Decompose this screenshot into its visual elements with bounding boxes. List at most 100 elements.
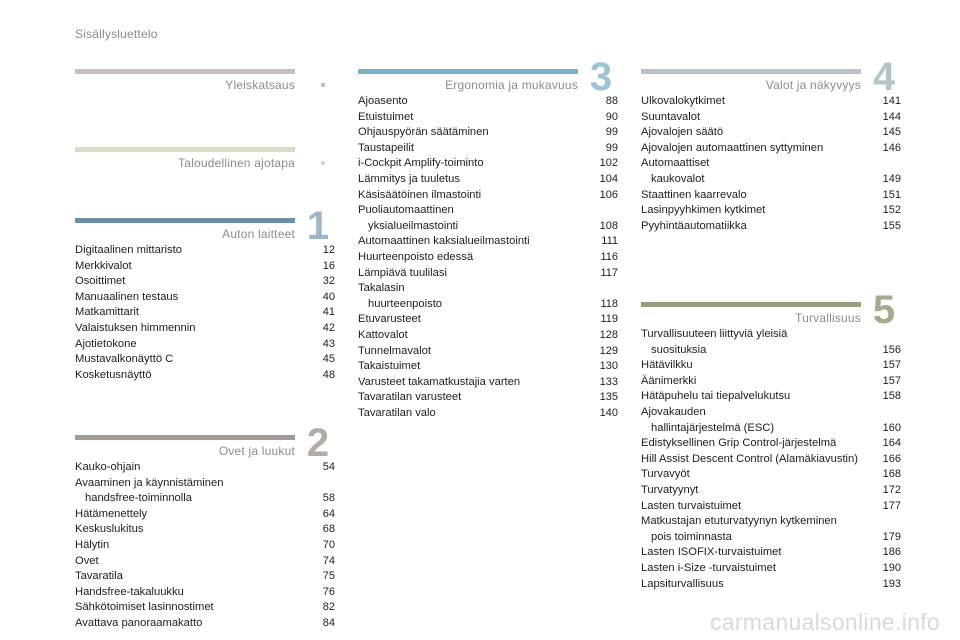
toc-page-number: 157 bbox=[882, 359, 901, 372]
toc-entry-label: Ajotietokone bbox=[75, 337, 137, 350]
toc-entry-label: Lasten turvaistuimet bbox=[641, 499, 742, 512]
toc-page-number: 144 bbox=[882, 110, 901, 123]
toc-entry[interactable]: Turvatyynyt 172 bbox=[641, 483, 901, 499]
toc-entry[interactable]: Automaattinen kaksialueilmastointi 111 bbox=[358, 234, 618, 250]
toc-entry-label: Ohjauspyörän säätäminen bbox=[358, 126, 489, 139]
toc-entry[interactable]: Lämpiävä tuulilasi 117 bbox=[358, 266, 618, 282]
toc-entry-label: Kauko-ohjain bbox=[75, 461, 141, 473]
toc-entry[interactable]: Hill Assist Descent Control (Alamäkiavus… bbox=[641, 452, 901, 468]
toc-entry[interactable]: Puoliautomaattinen yksialueilmastointi 108 bbox=[358, 203, 618, 234]
toc-entry[interactable]: Lapsiturvallisuus 193 bbox=[641, 577, 901, 593]
toc-entry[interactable]: Käsisäätöinen ilmastointi 106 bbox=[358, 188, 618, 204]
toc-entry-label-continued: pois toiminnasta bbox=[651, 530, 732, 543]
toc-entry[interactable]: Lasten turvaistuimet 177 bbox=[641, 499, 901, 515]
section-divider-bar bbox=[75, 147, 295, 152]
toc-entry-label: Hätäpuhelu tai tiepalvelukutsu bbox=[641, 390, 791, 403]
toc-page-number: 155 bbox=[882, 219, 901, 232]
toc-entry[interactable]: Edistyksellinen Grip Control-järjestelmä… bbox=[641, 436, 901, 452]
section-title: Ovet ja luukut bbox=[218, 444, 295, 458]
toc-entry[interactable]: Takalasin huurteenpoisto 118 bbox=[358, 281, 618, 312]
toc-entry[interactable]: Avaaminen ja käynnistäminen handsfree-toi… bbox=[75, 476, 335, 507]
toc-entry-label: Kosketusnäyttö bbox=[75, 368, 152, 381]
toc-entry-label: Taustapeilit bbox=[358, 141, 414, 154]
section-taloudellinen-ajotapa: Taloudellinen ajotapa bbox=[75, 147, 335, 170]
toc-entry[interactable]: Pyyhintäautomatiikka 155 bbox=[641, 219, 901, 235]
toc-entry-label: Mustavalkonäyttö C bbox=[75, 353, 174, 366]
toc-entry-label: Valaistuksen himmennin bbox=[75, 321, 196, 334]
toc-entry[interactable]: Handsfree-takaluukku 76 bbox=[75, 585, 335, 601]
toc-entry[interactable]: Merkkivalot 16 bbox=[75, 259, 335, 275]
toc-entry[interactable]: Tavaratilan varusteet 135 bbox=[358, 390, 618, 406]
toc-entry-label: Tavaratila bbox=[75, 570, 123, 583]
toc-entry[interactable]: Ulkovalokytkimet 141 bbox=[641, 94, 901, 110]
toc-entry[interactable]: Sähkötoimiset lasinnostimet 82 bbox=[75, 600, 335, 616]
toc-page-number: 129 bbox=[599, 344, 618, 357]
toc-entry[interactable]: Turvallisuuteen liittyviä yleisiä suositu… bbox=[641, 327, 901, 358]
toc-entry[interactable]: Suuntavalot 144 bbox=[641, 110, 901, 126]
toc-entry[interactable]: Kosketusnäyttö 48 bbox=[75, 368, 335, 384]
toc-entry[interactable]: Tavaratilan valo 140 bbox=[358, 406, 618, 422]
toc-entry[interactable]: Äänimerkki 157 bbox=[641, 374, 901, 390]
toc-entry[interactable]: Keskuslukitus 68 bbox=[75, 522, 335, 538]
toc-entry[interactable]: Lasinpyyhkimen kytkimet 152 bbox=[641, 203, 901, 219]
toc-entry[interactable]: Hätämenettely 64 bbox=[75, 507, 335, 523]
toc-entry[interactable]: Etuistuimet 90 bbox=[358, 110, 618, 126]
toc-page-number: 193 bbox=[882, 577, 901, 590]
section-ovet-ja-luukut: Ovet ja luukut 2 Kauko-ohjain 54 Avaaminen j… bbox=[75, 423, 335, 629]
toc-entry[interactable]: Matkamittarit 41 bbox=[75, 305, 335, 321]
toc-entry[interactable]: Staattinen kaarrevalo 151 bbox=[641, 188, 901, 204]
toc-entry[interactable]: Takaistuimet 130 bbox=[358, 359, 618, 375]
toc-entry[interactable]: Taustapeilit 99 bbox=[358, 141, 618, 157]
toc-entry[interactable]: Osoittimet 32 bbox=[75, 274, 335, 290]
toc-entry[interactable]: Ajovalojen säätö 145 bbox=[641, 125, 901, 141]
toc-entry[interactable]: Ovet 74 bbox=[75, 554, 335, 570]
toc-entry[interactable]: Hälytin 70 bbox=[75, 538, 335, 554]
toc-page-number: 158 bbox=[882, 390, 901, 403]
toc-page-number: 135 bbox=[599, 391, 618, 404]
toc-entry[interactable]: Ajoasento 88 bbox=[358, 94, 618, 110]
toc-entry[interactable]: Lasten i-Size -turvaistuimet 190 bbox=[641, 561, 901, 577]
section-title: Taloudellinen ajotapa bbox=[178, 156, 295, 170]
toc-page-number: 16 bbox=[322, 259, 335, 272]
toc-entry-label-continued: kaukovalot bbox=[651, 172, 705, 185]
toc-entry[interactable]: Valaistuksen himmennin 42 bbox=[75, 321, 335, 337]
toc-entry[interactable]: Ajovakauden hallintajärjestelmä (ESC) 160 bbox=[641, 405, 901, 436]
toc-entry[interactable]: Avattava panoraamakatto 84 bbox=[75, 616, 335, 632]
toc-page-number: 149 bbox=[882, 172, 901, 185]
toc-entry[interactable]: Lasten ISOFIX-turvaistuimet 186 bbox=[641, 545, 901, 561]
toc-entry-label: Puoliautomaattinen bbox=[358, 204, 454, 217]
toc-entry[interactable]: Hätäpuhelu tai tiepalvelukutsu 158 bbox=[641, 389, 901, 405]
toc-entry-label: Turvatyynyt bbox=[641, 483, 699, 496]
toc-entry[interactable]: Huurteenpoisto edessä 116 bbox=[358, 250, 618, 266]
toc-page-number: 42 bbox=[322, 321, 335, 334]
toc-page-number: 130 bbox=[599, 360, 618, 373]
toc-entry[interactable]: Ajotietokone 43 bbox=[75, 337, 335, 353]
toc-entry-label-continued: hallintajärjestelmä (ESC) bbox=[651, 421, 775, 434]
toc-page-number: 106 bbox=[599, 188, 618, 201]
toc-entry[interactable]: Digitaalinen mittaristo 12 bbox=[75, 243, 335, 259]
toc-entry[interactable]: i-Cockpit Amplify-toiminto 102 bbox=[358, 156, 618, 172]
toc-entry[interactable]: Turvavyöt 168 bbox=[641, 467, 901, 483]
toc-entry[interactable]: Mustavalkonäyttö C 45 bbox=[75, 352, 335, 368]
toc-entry[interactable]: Etuvarusteet 119 bbox=[358, 312, 618, 328]
page-title: Sisällysluettelo bbox=[75, 27, 158, 41]
toc-entry[interactable]: Lämmitys ja tuuletus 104 bbox=[358, 172, 618, 188]
toc-page-number: 48 bbox=[322, 368, 335, 381]
toc-entry[interactable]: Automaattiset kaukovalot 149 bbox=[641, 156, 901, 187]
toc-entry[interactable]: Tavaratila 75 bbox=[75, 569, 335, 585]
toc-entry[interactable]: Matkustajan etuturvatyynyn kytkeminen poi… bbox=[641, 514, 901, 545]
toc-page-number: 111 bbox=[601, 235, 618, 248]
toc-page-number: 164 bbox=[882, 437, 901, 450]
toc-entry[interactable]: Tunnelmavalot 129 bbox=[358, 344, 618, 360]
toc-page-number: 74 bbox=[322, 554, 335, 567]
toc-page-number: 166 bbox=[882, 452, 901, 465]
toc-entry[interactable]: Hätävilkku 157 bbox=[641, 358, 901, 374]
toc-page-number: 118 bbox=[600, 297, 618, 310]
toc-entry[interactable]: Manuaalinen testaus 40 bbox=[75, 290, 335, 306]
toc-entry-list: Ulkovalokytkimet 141 Suuntavalot 144 Ajovalo… bbox=[641, 94, 901, 234]
toc-entry[interactable]: Kattovalot 128 bbox=[358, 328, 618, 344]
toc-entry[interactable]: Ohjauspyörän säätäminen 99 bbox=[358, 125, 618, 141]
toc-entry[interactable]: Kauko-ohjain 54 bbox=[75, 460, 335, 476]
toc-entry[interactable]: Varusteet takamatkustajia varten 133 bbox=[358, 375, 618, 391]
toc-entry[interactable]: Ajovalojen automaattinen syttyminen 146 bbox=[641, 141, 901, 157]
